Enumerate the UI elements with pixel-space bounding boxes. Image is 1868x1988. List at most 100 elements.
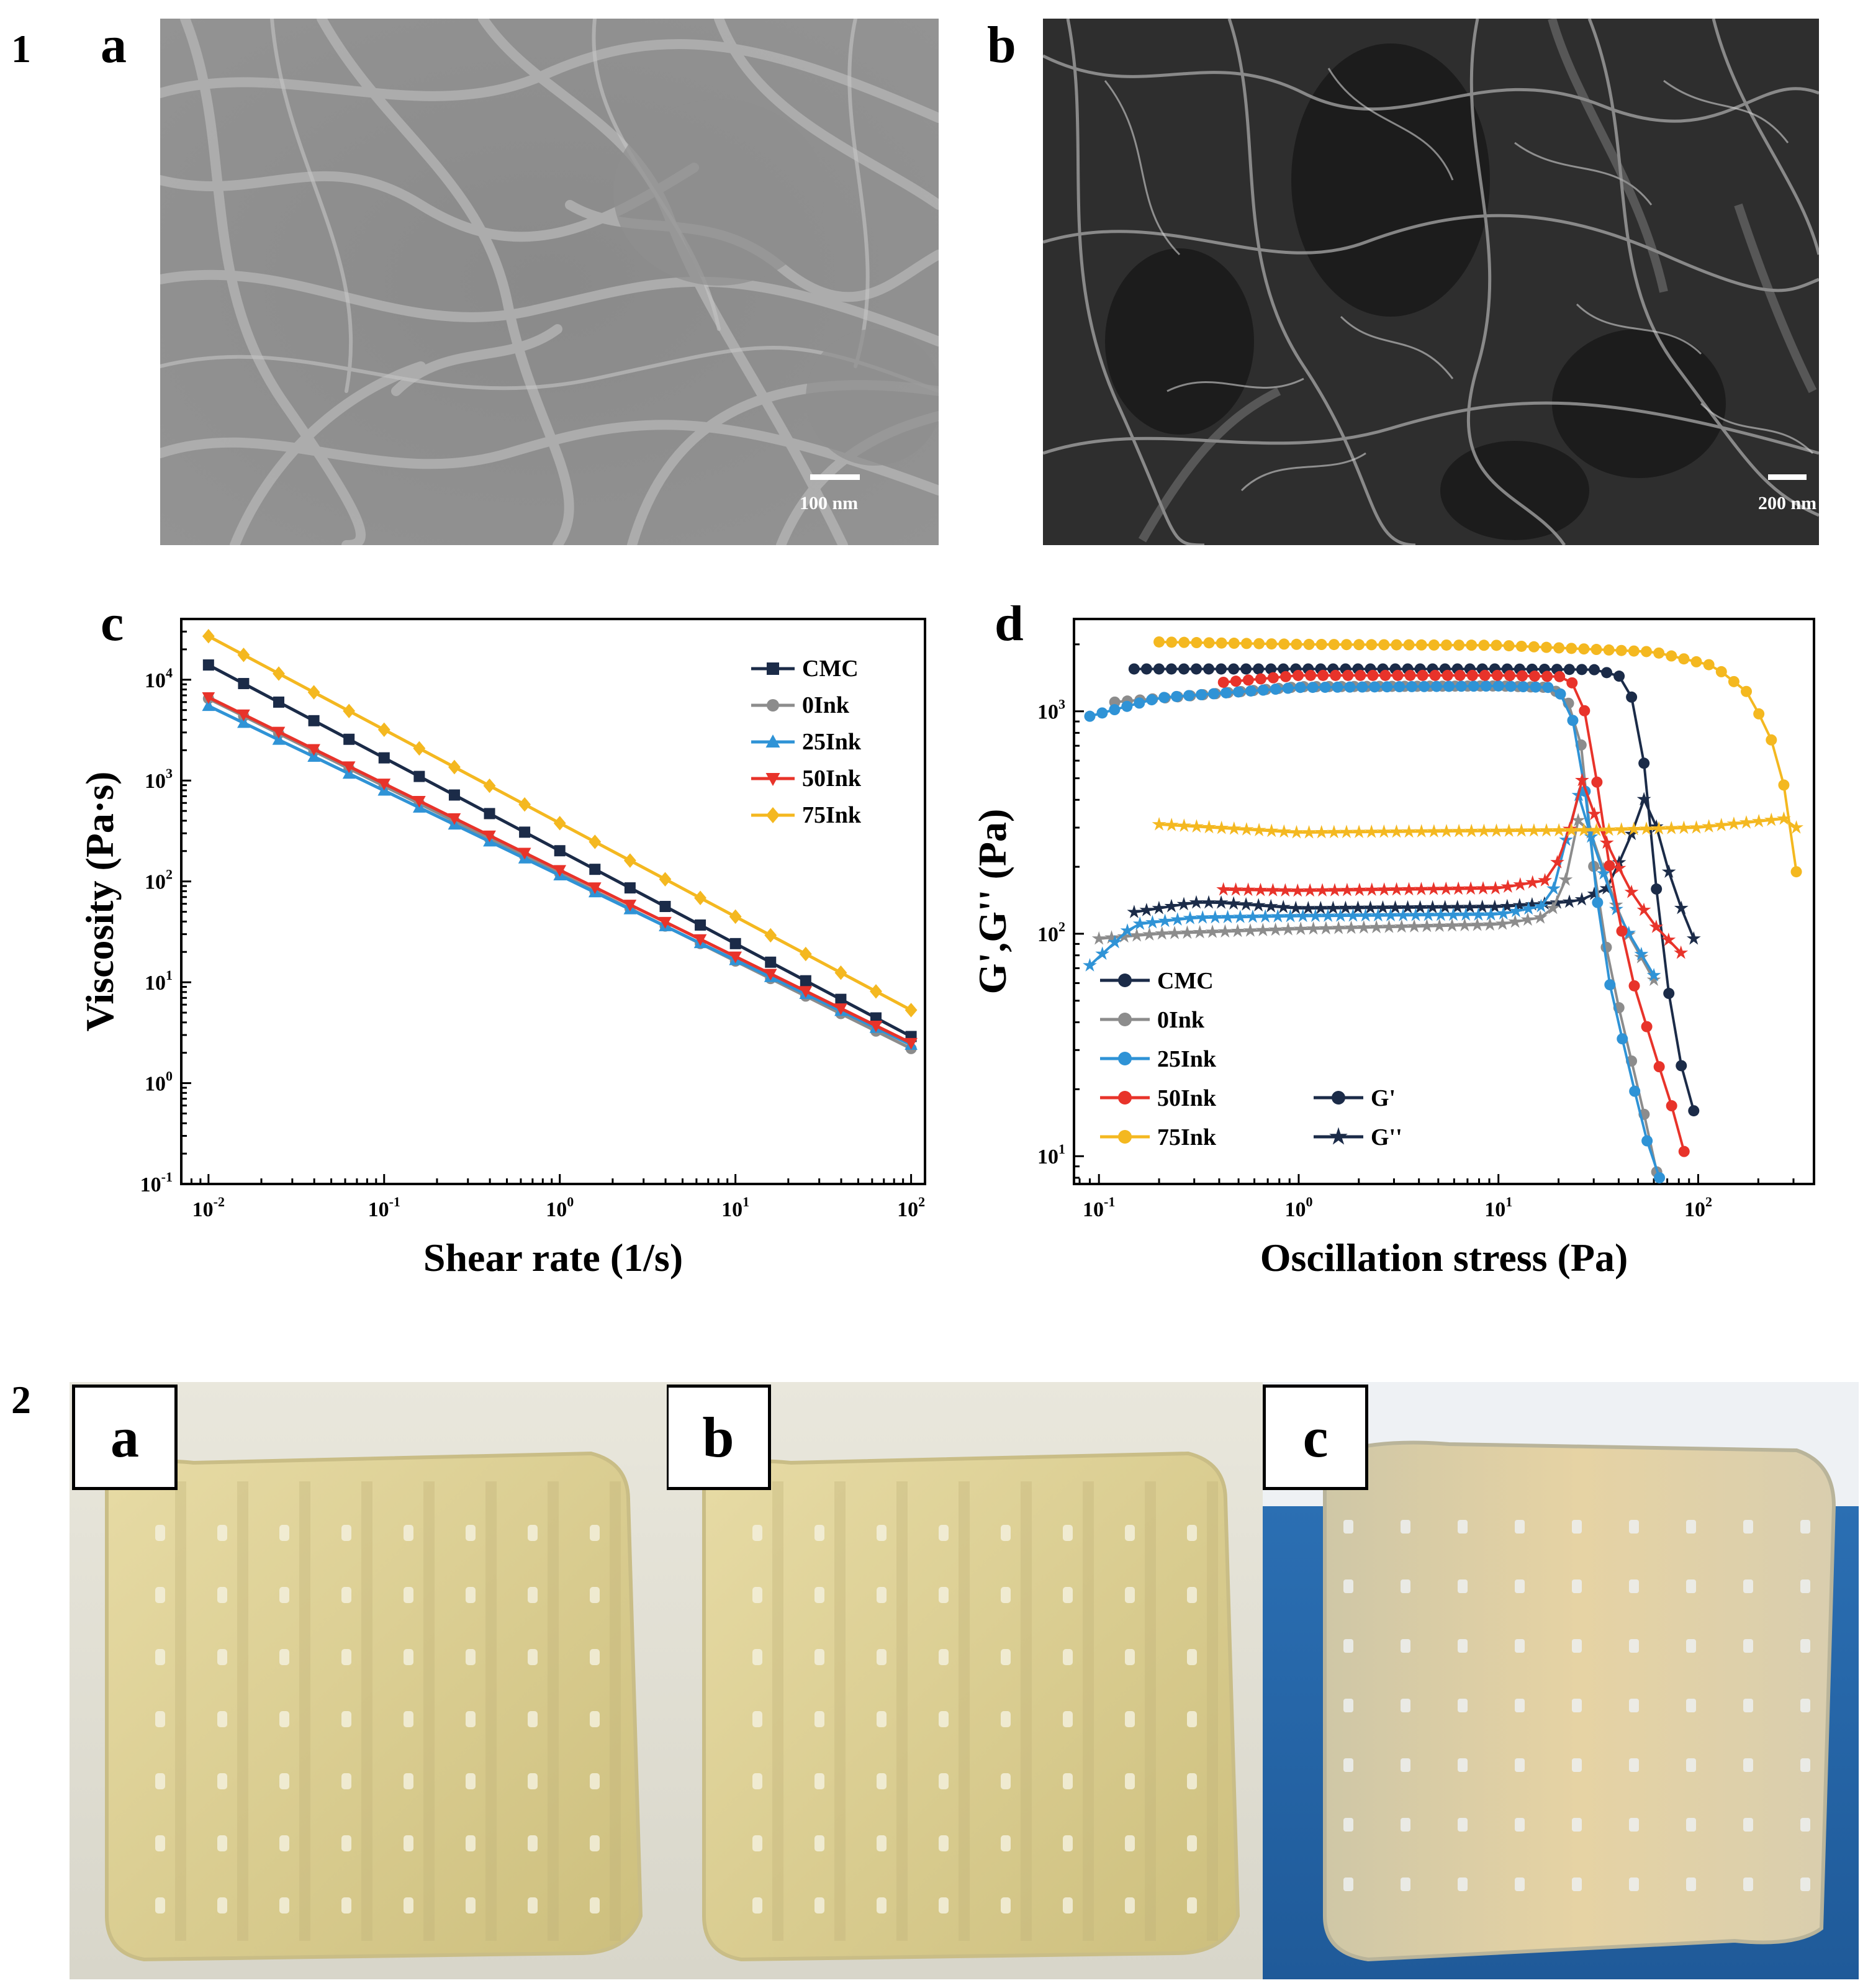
point-CMC-G-double-prime [1512,898,1527,911]
scale-bar-b-line [1768,474,1807,480]
point-50Ink [483,830,496,843]
legend-label-0Ink: 0Ink [802,692,850,718]
point-CMC [800,975,811,987]
point-0Ink-G-double-prime [1520,912,1535,926]
point-75Ink-G-double-prime [1777,811,1791,825]
point-75Ink-G-prime [1478,639,1490,651]
chart-c-y-tick-label: 103 [145,766,173,793]
point-75Ink-G-prime [1391,639,1402,651]
point-50Ink-G-prime [1641,1021,1653,1032]
legend-marker-G'' [1329,1127,1348,1145]
point-25Ink-G-double-prime [1458,907,1473,921]
point-25Ink-G-double-prime [1383,908,1398,922]
point-0Ink-G-double-prime [1155,926,1170,940]
point-50Ink-G-double-prime [1377,882,1392,896]
point-25Ink-G-prime [1207,688,1219,700]
point-50Ink-G-prime [1678,1145,1690,1157]
point-CMC-G-double-prime [1263,898,1278,913]
point-25Ink-G-prime [1245,685,1257,697]
legend-marker-G' [1332,1091,1345,1105]
point-75Ink-G-prime [1266,638,1278,650]
point-75Ink [905,1003,918,1018]
point-25Ink-G-double-prime [1521,901,1536,915]
point-CMC-G-double-prime [1686,931,1701,945]
point-50Ink-G-prime [1628,980,1640,992]
chart-c-y-tick-label: 101 [145,967,173,995]
legend-label-50Ink: 50Ink [1157,1085,1217,1111]
point-75Ink-G-double-prime [1289,825,1304,839]
chart-c-y-tick-label: 102 [145,867,173,894]
point-25Ink-G-prime [1381,681,1393,693]
point-75Ink-G-prime [1340,639,1352,651]
sem-image-a-fibers [160,19,939,545]
point-25Ink [272,733,286,745]
point-50Ink-G-double-prime [1302,883,1317,897]
sem-image-b: 200 nm [1043,19,1819,545]
point-75Ink [307,685,320,700]
series-50Ink [1216,669,1690,1157]
point-0Ink-G-double-prime [1129,928,1144,942]
point-CMC-G-double-prime [1139,903,1154,916]
point-CMC [238,677,250,689]
point-CMC-G-double-prime [1301,901,1315,915]
point-50Ink-G-prime [1591,776,1603,788]
point-25Ink-G-prime [1394,681,1406,693]
point-75Ink-G-prime [1278,638,1290,650]
viscosity-chart: c 10-2 10-1 100 101 102 10-1 100 101 102 103 104 She… [78,605,926,1280]
point-75Ink-G-double-prime [1339,825,1354,839]
point-25Ink-G-double-prime [1158,913,1172,928]
point-75Ink-G-double-prime [1302,825,1316,839]
point-CMC [835,993,847,1005]
point-25Ink-G-double-prime [1596,866,1611,880]
point-50Ink-G-double-prime [1463,881,1478,895]
point-0Ink-G-double-prime [1217,924,1232,938]
point-25Ink-G-prime [1196,689,1207,700]
legend-marker-75Ink [1118,1130,1132,1144]
legend-label-0Ink: 0Ink [1157,1007,1205,1033]
point-75Ink-G-double-prime [1739,815,1754,829]
point-0Ink-G-double-prime [1243,923,1258,937]
point-0Ink-G-double-prime [1571,813,1586,826]
point-50Ink [588,882,602,895]
point-50Ink-G-double-prime [1587,806,1602,820]
point-50Ink-G-double-prime [1624,884,1639,898]
point-CMC-G-double-prime [1438,900,1453,914]
point-75Ink-G-prime [1240,638,1252,649]
point-CMC [202,659,214,671]
point-75Ink-G-prime [1766,734,1777,746]
scaffold-photo-a: a [70,1382,667,1979]
point-50Ink-G-prime [1616,925,1628,937]
point-75Ink-G-double-prime [1227,821,1242,835]
point-50Ink [905,1037,918,1050]
point-CMC-G-double-prime [1388,900,1402,914]
point-75Ink [343,703,356,718]
point-25Ink-G-double-prime [1484,907,1498,921]
point-50Ink-G-prime [1230,675,1242,687]
point-0Ink-G-double-prime [1558,872,1573,886]
point-25Ink-G-prime [1294,682,1306,694]
point-75Ink-G-prime [1603,644,1615,656]
point-50Ink-G-prime [1267,672,1279,684]
point-CMC-G-double-prime [1127,905,1142,918]
point-CMC-G-double-prime [1425,900,1440,914]
point-CMC-G-double-prime [1674,900,1689,915]
point-25Ink-G-prime [1344,681,1356,693]
point-75Ink-G-double-prime [1639,821,1654,835]
point-75Ink-G-double-prime [1627,821,1641,836]
point-25Ink-G-double-prime [1546,881,1561,895]
point-25Ink-G-prime [1257,684,1269,696]
point-CMC-G-double-prime [1450,900,1465,913]
point-25Ink-G-double-prime [1233,910,1248,923]
point-75Ink-G-prime [1741,685,1753,697]
legend-label-G'': G'' [1371,1124,1402,1150]
chart-d-plot-frame [1073,618,1815,1185]
point-75Ink-G-prime [1228,638,1240,649]
point-CMC-G-double-prime [1226,896,1241,910]
point-50Ink-G-double-prime [1426,882,1441,895]
point-CMC-G-prime [1140,663,1152,675]
point-0Ink-G-double-prime [1646,972,1661,986]
panel-a-letter: a [101,16,127,74]
point-25Ink-G-double-prime [1634,947,1649,960]
point-75Ink [377,722,390,737]
chart-c-x-tick-label: 102 [897,1194,925,1221]
